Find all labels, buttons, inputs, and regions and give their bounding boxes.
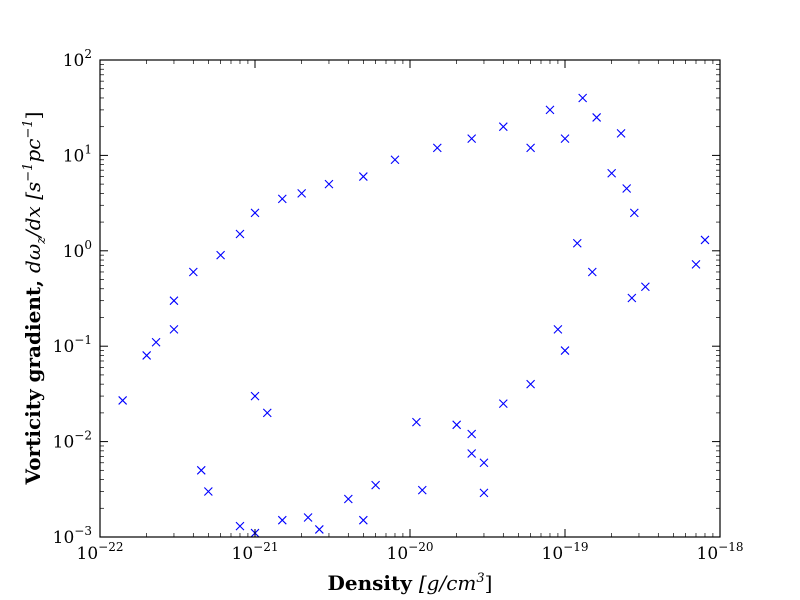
data-point-46 [297, 188, 307, 198]
y-tick-label-2: 10−1 [53, 333, 92, 357]
data-point-17 [169, 325, 179, 334]
y-tick-label-4: 101 [63, 142, 92, 166]
data-point-42 [216, 250, 226, 260]
x-tick-label-4: 10−18 [697, 540, 744, 564]
data-point-34 [526, 379, 536, 389]
data-point-20 [235, 521, 245, 531]
data-point-9 [607, 168, 617, 178]
data-point-33 [498, 399, 508, 409]
data-point-40 [169, 296, 179, 306]
data-point-11 [417, 485, 427, 495]
data-point-8 [592, 113, 602, 122]
data-point-24 [277, 515, 287, 525]
data-point-47 [324, 179, 334, 189]
x-axis-label: Density [g/cm3] [328, 571, 493, 595]
data-point-44 [250, 208, 260, 218]
x-tick-label-2: 10−20 [387, 540, 434, 564]
data-point-39 [622, 184, 632, 193]
x-tick-labels: 10−22 10−21 10−20 10−19 10−18 [77, 540, 744, 564]
y-tick-labels: 10−3 10−2 10−1 100 101 102 [53, 47, 92, 548]
data-point-49 [390, 155, 400, 165]
data-point-37 [587, 267, 597, 277]
data-point-35 [560, 346, 570, 355]
data-point-45 [277, 194, 287, 204]
data-point-1 [545, 105, 555, 115]
plot-frame [99, 59, 721, 538]
data-point-29 [371, 480, 381, 490]
y-axis-label: Vorticity gradient, dωz/dx [s−1pc−1] [21, 112, 49, 486]
data-point-50 [432, 143, 442, 153]
data-point-23 [262, 408, 272, 418]
data-point-48 [358, 172, 368, 181]
data-point-31 [452, 420, 462, 430]
data-point-10 [479, 488, 489, 498]
data-point-7 [616, 129, 626, 138]
data-point-54 [560, 134, 570, 143]
data-point-15 [142, 351, 152, 360]
y-tick-label-0: 10−3 [53, 524, 92, 548]
data-point-3 [700, 235, 710, 245]
data-point-16 [151, 337, 161, 347]
minor-ticks [100, 60, 720, 537]
data-point-18 [196, 465, 206, 475]
data-point-25 [303, 513, 313, 522]
data-point-51 [467, 134, 477, 143]
x-tick-label-3: 10−19 [542, 540, 589, 564]
x-tick-label-0: 10−22 [77, 540, 124, 564]
data-point-52 [498, 122, 508, 132]
y-tick-label-5: 102 [63, 47, 92, 71]
x-tick-label-1: 10−21 [232, 540, 279, 564]
data-point-12 [479, 458, 489, 468]
major-ticks [99, 59, 721, 538]
data-point-28 [343, 494, 353, 504]
data-point-14 [118, 396, 128, 405]
data-point-32 [467, 429, 477, 439]
data-point-2 [691, 260, 701, 269]
data-point-19 [203, 487, 213, 496]
data-point-22 [250, 391, 260, 401]
data-point-0 [578, 93, 588, 103]
data-point-27 [358, 515, 368, 525]
data-points [118, 93, 710, 538]
data-point-30 [412, 417, 421, 427]
data-point-4 [640, 282, 650, 292]
y-tick-label-3: 100 [63, 238, 92, 262]
data-point-13 [467, 449, 477, 458]
data-point-53 [526, 143, 536, 153]
data-point-38 [572, 238, 582, 248]
data-point-43 [235, 229, 245, 239]
data-point-41 [188, 267, 198, 277]
data-point-26 [314, 525, 324, 534]
data-point-5 [627, 293, 637, 303]
y-tick-label-1: 10−2 [53, 429, 92, 453]
data-point-36 [553, 325, 563, 334]
data-point-6 [629, 208, 639, 218]
